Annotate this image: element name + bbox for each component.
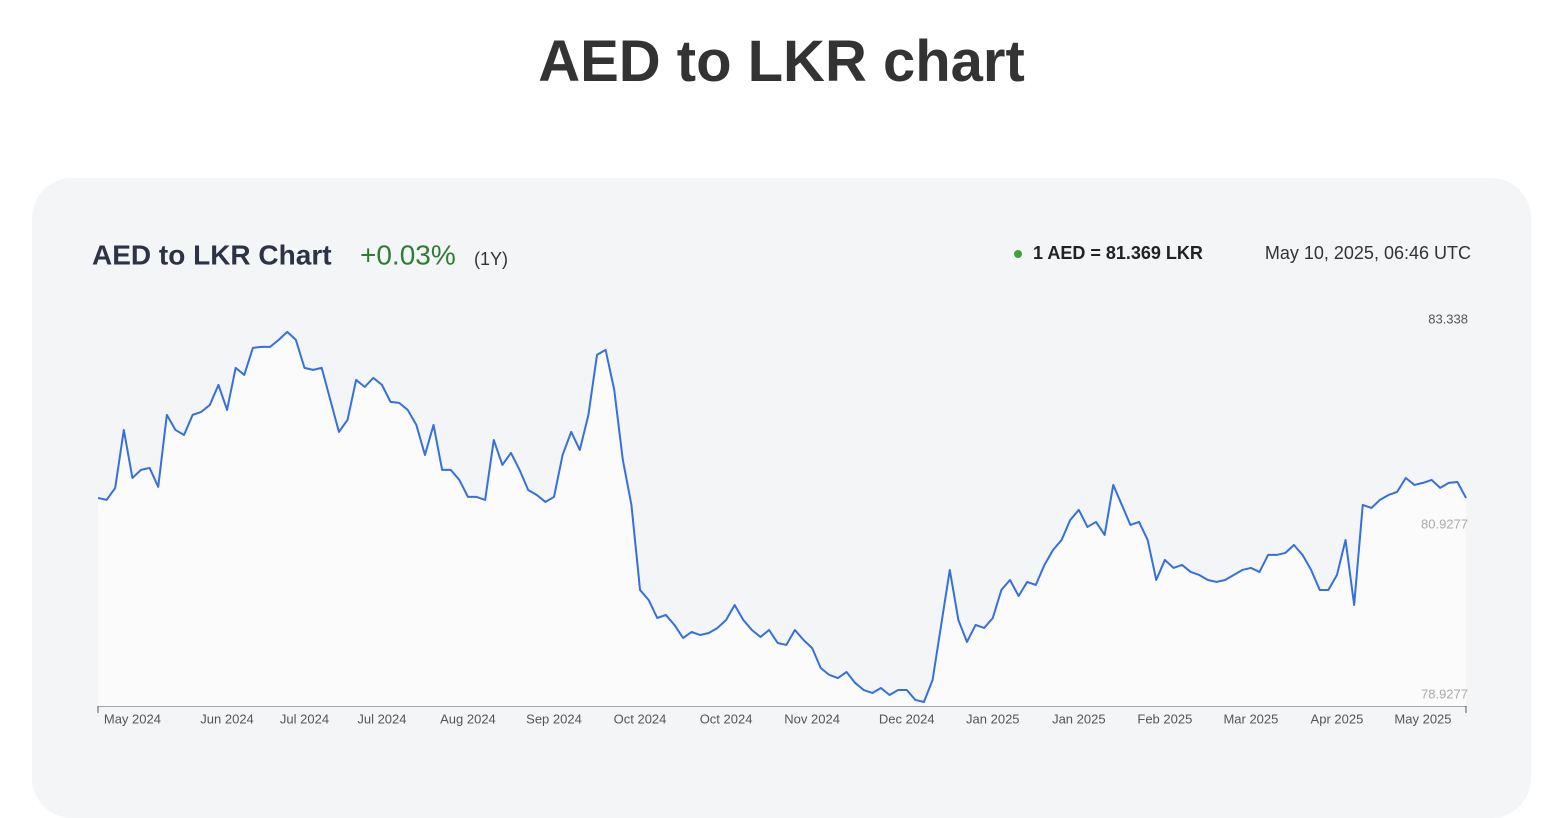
page: {"page_title": "AED to LKR chart", "char… — [32, 29, 1531, 818]
x-tick-label: Jul 2024 — [280, 711, 329, 726]
timestamp: May 10, 2025, 06:46 UTC — [1265, 243, 1471, 263]
x-tick-label: Feb 2025 — [1137, 711, 1192, 726]
x-tick-label: Apr 2025 — [1311, 711, 1364, 726]
y-tick-label: 80.9277 — [1421, 516, 1468, 531]
period: (1Y) — [474, 249, 508, 269]
change: +0.03% — [360, 239, 456, 270]
rate: 1 AED = 81.369 LKR — [1033, 243, 1203, 263]
chart: AED to LKR Chart +0.03% (1Y) 1 AED = 81.… — [92, 239, 1471, 726]
line — [97, 330, 1467, 703]
chart-title: AED to LKR Chart — [92, 239, 332, 270]
x-tick-label: Aug 2024 — [440, 711, 496, 726]
status-dot — [1014, 250, 1022, 258]
x-tick-label: Oct 2024 — [700, 711, 753, 726]
x-tick-label: Sep 2024 — [526, 711, 582, 726]
y-tick-label: 78.9277 — [1421, 686, 1468, 701]
x-tick-label: Jul 2024 — [357, 711, 406, 726]
x-tick-label: May 2024 — [104, 711, 161, 726]
x-tick-label: May 2025 — [1394, 711, 1451, 726]
x-tick-label: Dec 2024 — [879, 711, 935, 726]
page-title: AED to LKR chart — [538, 29, 1025, 94]
x-tick-label: Nov 2024 — [784, 711, 840, 726]
x-tick-label: Jun 2024 — [200, 711, 254, 726]
y-tick-label: 83.338 — [1428, 311, 1468, 326]
x-tick-label: Mar 2025 — [1223, 711, 1278, 726]
x-tick-label: Jan 2025 — [1052, 711, 1106, 726]
x-tick-label: Jan 2025 — [966, 711, 1020, 726]
area — [98, 331, 1466, 706]
x-tick-label: Oct 2024 — [614, 711, 667, 726]
